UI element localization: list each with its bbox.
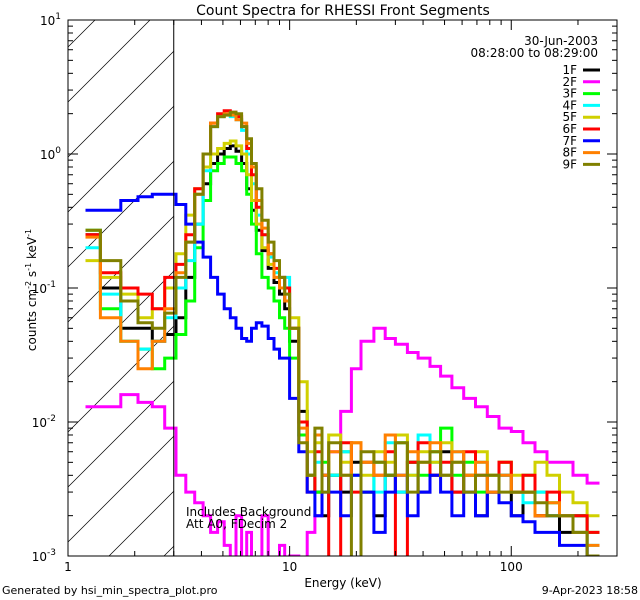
series-7F xyxy=(85,192,600,556)
x-tick-label: 1 xyxy=(64,560,72,574)
legend-label: 1F xyxy=(562,63,577,77)
footer-generated-by: Generated by hsi_min_spectra_plot.pro xyxy=(2,584,218,597)
hatch-line xyxy=(67,19,96,48)
series-9F xyxy=(85,110,600,556)
legend-label: 3F xyxy=(562,87,577,101)
y-tick-label: 10-2 xyxy=(32,414,56,430)
legend-label: 2F xyxy=(562,75,577,89)
chart-title: Count Spectra for RHESSI Front Segments xyxy=(196,3,490,19)
hatch-line xyxy=(67,436,174,543)
footer-timestamp: 9-Apr-2023 18:58 xyxy=(542,584,638,597)
legend-label: 8F xyxy=(562,146,577,160)
hatch-line xyxy=(67,19,151,103)
legend-date: 30-Jun-2003 xyxy=(524,34,598,48)
hatch-line xyxy=(67,326,174,433)
y-tick-label: 101 xyxy=(40,12,61,28)
legend-label: 9F xyxy=(562,157,577,171)
x-tick-label: 100 xyxy=(500,560,523,574)
legend-label: 7F xyxy=(562,134,577,148)
y-tick-label: 10-3 xyxy=(32,548,56,564)
hatch-line xyxy=(67,381,174,488)
legend-time-range: 08:28:00 to 08:29:00 xyxy=(471,46,598,60)
hatch-line xyxy=(163,546,174,557)
x-tick-label: 10 xyxy=(282,560,297,574)
annotation-background: Includes Background xyxy=(186,505,311,519)
legend-label: 4F xyxy=(562,98,577,112)
legend-label: 6F xyxy=(562,122,577,136)
legend-label: 5F xyxy=(562,110,577,124)
hatch-line xyxy=(67,161,174,268)
hatch-line xyxy=(108,491,174,557)
y-axis-label: counts cm-2 s-1 keV-1 xyxy=(24,229,39,351)
series-2F xyxy=(85,326,600,556)
hatch-line xyxy=(67,51,174,158)
hatch-line xyxy=(67,106,174,213)
y-tick-label: 100 xyxy=(40,146,61,162)
annotation-attenuator: Att A0, FDecim 2 xyxy=(186,517,287,531)
x-axis-label: Energy (keV) xyxy=(304,576,381,590)
